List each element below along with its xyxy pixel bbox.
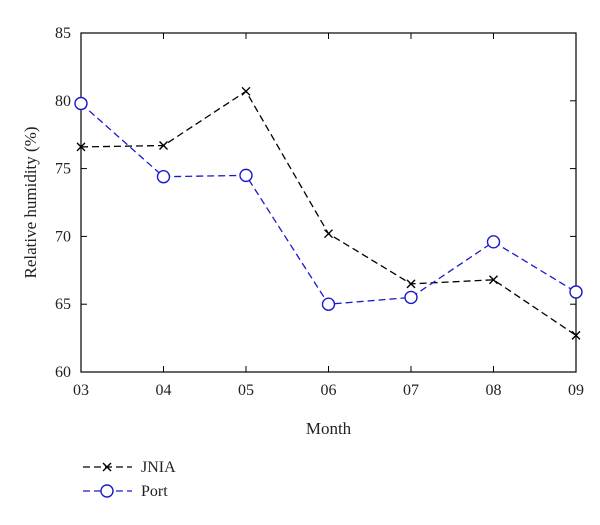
data-point-x-stroke [489, 275, 498, 285]
y-tick-label: 70 [55, 228, 71, 245]
data-point-x-stroke [571, 330, 581, 340]
series-layer [74, 86, 583, 340]
data-point [159, 141, 168, 151]
x-tick-label: 06 [321, 382, 337, 399]
x-axis-label: Month [306, 419, 352, 438]
series-port [74, 96, 583, 311]
data-point [489, 275, 498, 285]
y-tick-label: 60 [55, 364, 71, 381]
x-tick-label: 03 [73, 382, 89, 399]
data-point [74, 96, 88, 111]
y-tick-label: 65 [55, 296, 71, 313]
data-point [406, 279, 416, 289]
data-point-circle [486, 235, 501, 249]
legend-item: Port [83, 483, 168, 500]
legend: JNIA Port [83, 459, 176, 500]
series-jnia [76, 86, 581, 340]
data-point-circle [74, 96, 88, 111]
data-point-x-stroke [241, 86, 251, 96]
data-point-circle [156, 170, 171, 184]
data-point [404, 290, 418, 305]
y-axis-label: Relative humidity (%) [21, 126, 40, 278]
data-point-circle [100, 484, 114, 498]
y-tick-label: 75 [55, 161, 71, 178]
data-point-x-stroke [406, 279, 416, 289]
data-point-x-stroke [76, 142, 86, 152]
legend-label: Port [141, 483, 168, 500]
data-point [486, 235, 501, 249]
data-point [156, 170, 171, 184]
data-point-circle [404, 290, 418, 305]
legend-item: JNIA [83, 459, 176, 476]
x-tick-label: 09 [568, 382, 584, 399]
data-point-circle [321, 297, 336, 311]
data-point-circle [239, 168, 253, 183]
x-tick-label: 04 [156, 382, 172, 399]
data-point [76, 142, 86, 152]
legend-label: JNIA [141, 459, 176, 476]
data-point [239, 168, 253, 183]
x-axis-ticks: 03 04 05 06 07 08 09 [73, 33, 584, 399]
y-tick-label: 85 [55, 25, 71, 42]
y-tick-label: 80 [55, 93, 71, 110]
y-axis-ticks: 60 65 70 75 80 85 [55, 25, 576, 381]
series-line [80, 103, 577, 305]
data-point [321, 297, 336, 311]
data-point [571, 330, 581, 340]
data-point-x-stroke [102, 462, 112, 472]
data-point [569, 285, 583, 299]
data-point-x-stroke [159, 141, 168, 151]
plot-area [80, 32, 577, 373]
data-point-circle [569, 285, 583, 299]
data-point-x-stroke [324, 229, 333, 239]
x-tick-label: 05 [238, 382, 254, 399]
x-tick-label: 07 [403, 382, 419, 399]
x-tick-label: 08 [486, 382, 502, 399]
data-point [324, 229, 333, 239]
data-point [241, 86, 251, 96]
